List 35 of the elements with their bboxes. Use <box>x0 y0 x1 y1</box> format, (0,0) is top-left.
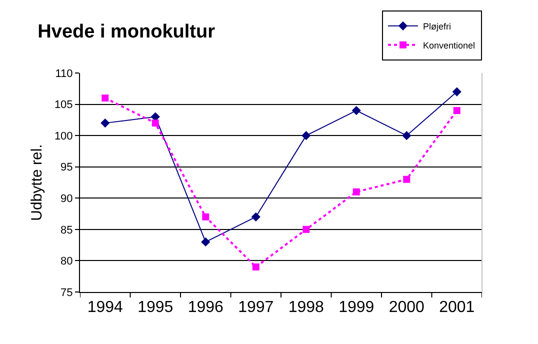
y-tick-label: 100 <box>54 130 73 142</box>
x-tick-label: 1995 <box>138 299 174 316</box>
point <box>403 176 410 183</box>
y-tick-label: 110 <box>55 68 73 80</box>
y-axis-title: Udbytte rel. <box>28 144 46 221</box>
point <box>352 106 361 116</box>
x-tick-label: 1998 <box>288 299 324 316</box>
point <box>352 188 360 196</box>
point <box>252 263 260 270</box>
chart-title: Hvede i monokultur <box>38 21 216 42</box>
legend-label: Konventionel <box>423 40 476 50</box>
point <box>201 237 210 246</box>
x-tick-label: 1994 <box>87 299 124 316</box>
y-tick-label: 85 <box>60 224 73 236</box>
x-tick-label: 2000 <box>388 299 425 316</box>
y-tick-label: 95 <box>60 162 73 174</box>
point <box>453 107 460 114</box>
point <box>402 131 412 140</box>
legend-label: Pløjefri <box>423 21 452 32</box>
point <box>452 87 462 96</box>
x-tick-label: 1999 <box>338 299 374 316</box>
x-tick-label: 1997 <box>238 299 274 316</box>
point <box>102 94 109 102</box>
point <box>152 120 159 127</box>
y-tick-label: 90 <box>60 192 73 205</box>
y-tick-label: 80 <box>60 256 73 268</box>
point <box>100 118 110 128</box>
point <box>202 213 210 220</box>
point <box>302 226 310 233</box>
y-tick-label: 105 <box>54 99 73 112</box>
y-tick-label: 75 <box>60 286 73 299</box>
x-tick-label: 1996 <box>188 299 224 316</box>
point <box>251 212 260 222</box>
x-tick-label: 2001 <box>439 299 475 316</box>
point <box>302 131 311 140</box>
